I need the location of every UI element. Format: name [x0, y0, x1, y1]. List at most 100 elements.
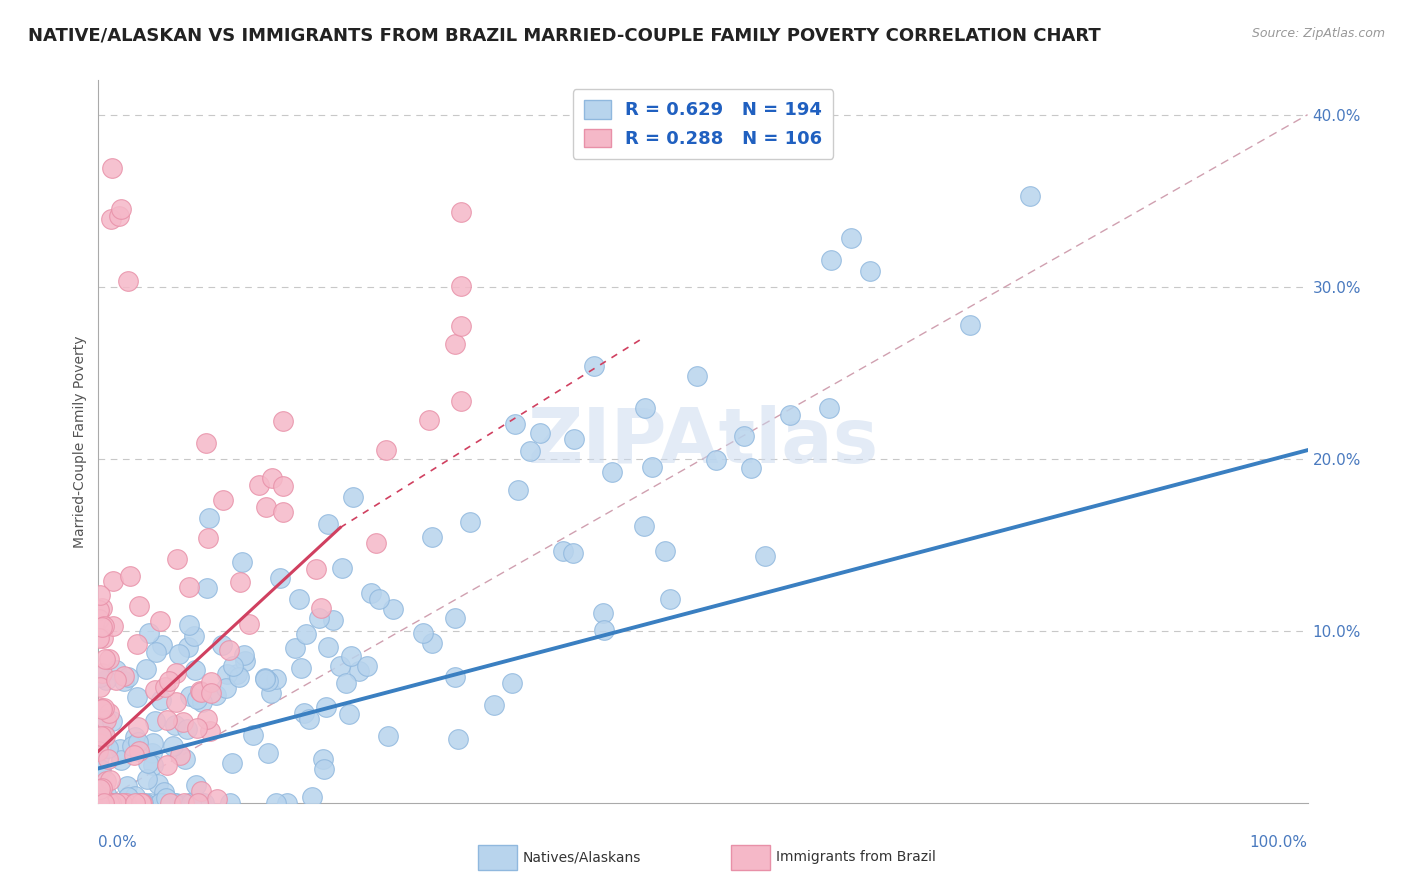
Point	[134, 796, 156, 810]
Point	[89, 631, 111, 645]
Point	[90, 796, 112, 810]
Point	[412, 626, 434, 640]
Point	[641, 460, 664, 475]
Point	[450, 279, 472, 293]
Point	[195, 581, 218, 595]
Point	[97, 652, 120, 666]
Text: ZIPAtlas: ZIPAtlas	[527, 405, 879, 478]
Point	[149, 796, 172, 810]
Point	[443, 336, 465, 351]
Point	[658, 592, 681, 607]
Point	[91, 620, 114, 634]
Point	[418, 412, 440, 426]
Point	[135, 772, 157, 787]
Point	[593, 623, 616, 637]
Point	[124, 730, 146, 744]
Point	[152, 796, 174, 810]
Point	[131, 796, 153, 810]
Point	[215, 681, 238, 695]
Point	[101, 796, 124, 810]
Point	[87, 796, 110, 810]
Point	[212, 493, 235, 508]
Point	[157, 674, 180, 689]
Point	[89, 796, 111, 810]
Point	[247, 477, 270, 491]
Point	[420, 636, 443, 650]
Point	[200, 675, 222, 690]
Point	[89, 603, 111, 617]
Point	[101, 161, 124, 176]
Point	[89, 793, 111, 807]
Point	[152, 638, 174, 652]
Text: 0.0%: 0.0%	[98, 835, 138, 850]
Point	[195, 712, 218, 726]
Point	[284, 641, 307, 656]
Point	[356, 659, 378, 673]
Point	[166, 695, 188, 709]
Point	[817, 401, 839, 416]
Point	[90, 665, 112, 680]
Point	[112, 669, 135, 683]
Point	[90, 763, 112, 777]
Point	[312, 762, 335, 776]
Point	[129, 796, 152, 810]
Point	[143, 683, 166, 698]
Point	[125, 690, 148, 704]
Point	[142, 736, 165, 750]
Point	[685, 369, 707, 384]
Point	[592, 607, 614, 621]
Point	[121, 739, 143, 754]
Text: Source: ZipAtlas.com: Source: ZipAtlas.com	[1251, 27, 1385, 40]
Point	[288, 592, 311, 607]
Point	[190, 685, 212, 699]
Point	[104, 796, 127, 810]
Point	[264, 796, 287, 810]
Point	[127, 720, 149, 734]
Point	[165, 796, 187, 810]
Point	[271, 414, 294, 428]
Point	[117, 274, 139, 288]
Point	[89, 669, 111, 683]
Point	[256, 500, 278, 515]
Point	[360, 586, 382, 600]
Point	[211, 638, 233, 652]
Point	[117, 796, 139, 810]
Point	[115, 779, 138, 793]
Point	[105, 673, 128, 688]
Point	[194, 436, 217, 450]
Point	[94, 713, 117, 727]
Point	[204, 688, 226, 702]
Text: 100.0%: 100.0%	[1250, 835, 1308, 850]
Point	[231, 555, 253, 569]
Point	[104, 796, 127, 810]
Point	[177, 580, 200, 594]
Point	[89, 588, 111, 602]
Point	[108, 796, 131, 810]
Point	[174, 752, 197, 766]
Point	[173, 796, 195, 810]
Point	[91, 796, 114, 810]
Point	[166, 552, 188, 566]
Point	[94, 652, 117, 666]
Point	[87, 796, 110, 810]
Point	[90, 796, 112, 810]
Point	[124, 789, 146, 803]
Point	[754, 549, 776, 564]
Point	[186, 778, 208, 792]
Point	[330, 561, 353, 575]
Point	[146, 777, 169, 791]
Point	[315, 700, 337, 714]
Point	[115, 796, 138, 810]
Point	[600, 466, 623, 480]
Point	[93, 701, 115, 715]
Point	[91, 796, 114, 810]
Point	[221, 756, 243, 770]
Point	[87, 795, 110, 809]
Point	[87, 736, 110, 750]
Point	[420, 530, 443, 544]
Point	[340, 648, 363, 663]
Point	[238, 616, 260, 631]
Point	[180, 796, 202, 810]
Point	[89, 796, 111, 810]
Text: Natives/Alaskans: Natives/Alaskans	[523, 850, 641, 864]
